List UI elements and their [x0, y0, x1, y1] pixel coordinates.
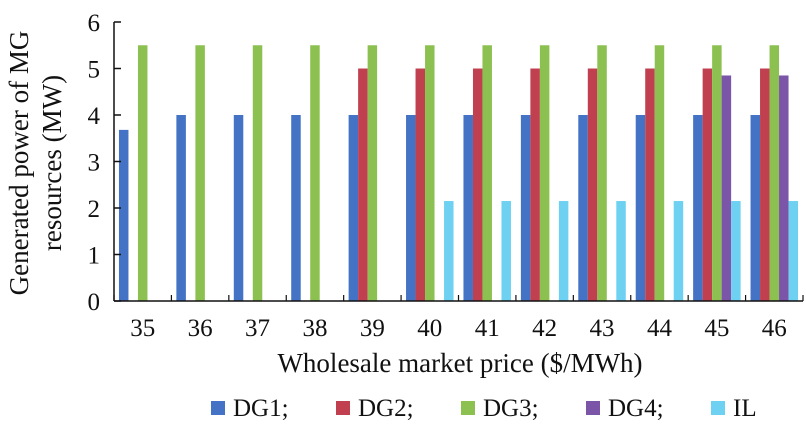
bar-dg1-37 [233, 115, 244, 301]
x-tick-label-38: 38 [302, 315, 327, 342]
legend-swatch-dg1 [211, 401, 225, 415]
legend-label-dg3: DG3; [483, 395, 539, 422]
bar-dg3-44 [654, 45, 665, 301]
x-tick-label-40: 40 [417, 315, 442, 342]
bar-dg1-44 [635, 115, 646, 301]
y-tick-label-1: 1 [88, 243, 101, 270]
legend-swatch-dg3 [461, 401, 475, 415]
bar-dg3-41 [482, 45, 492, 301]
bar-dg3-45 [712, 45, 722, 301]
y-axis-title-line1: Generated power of MG [4, 31, 34, 296]
y-tick-label-0: 0 [88, 289, 101, 316]
bar-dg3-40 [425, 45, 435, 301]
x-tick-label-43: 43 [590, 315, 615, 342]
bar-dg1-38 [291, 115, 301, 301]
legend-label-dg1: DG1; [233, 395, 289, 422]
axes-group [113, 21, 804, 302]
bar-dg2-45 [702, 68, 713, 301]
x-tick-label-42: 42 [532, 315, 557, 342]
x-axis-title: Wholesale market price ($/MWh) [277, 348, 642, 378]
x-tick-label-44: 44 [647, 315, 673, 342]
x-tick-label-46: 46 [762, 315, 787, 342]
bar-dg2-39 [358, 68, 368, 301]
bar-il-40 [444, 201, 454, 301]
bar-dg2-40 [415, 68, 426, 301]
legend-swatch-dg4 [586, 401, 600, 415]
legend-swatch-il [711, 401, 725, 415]
bars-group [118, 45, 799, 301]
bar-dg3-37 [252, 45, 263, 301]
bar-dg2-42 [530, 68, 540, 301]
y-tick-label-3: 3 [88, 150, 101, 177]
bar-dg3-38 [310, 45, 320, 301]
bar-dg2-44 [645, 68, 655, 301]
bar-dg1-43 [578, 115, 588, 301]
legend-label-dg2: DG2; [358, 395, 414, 422]
bar-dg3-39 [367, 45, 378, 301]
bar-il-45 [731, 201, 741, 301]
legend: DG1; DG2; DG3; DG4; IL [211, 395, 757, 422]
x-tick-labels: 35 36 37 38 39 40 41 42 43 44 45 46 [130, 315, 787, 342]
x-tick-label-45: 45 [704, 315, 729, 342]
y-tick-label-5: 5 [88, 57, 101, 84]
bar-il-42 [558, 201, 569, 301]
x-tick-label-37: 37 [245, 315, 270, 342]
legend-label-dg4: DG4; [608, 395, 664, 422]
legend-label-il: IL [733, 395, 757, 422]
x-tick-label-41: 41 [475, 315, 500, 342]
bar-dg1-46 [750, 115, 761, 301]
y-tick-label-6: 6 [88, 10, 101, 37]
bar-dg3-46 [769, 45, 780, 301]
bar-dg3-43 [597, 45, 607, 301]
bar-dg3-36 [195, 45, 205, 301]
y-tick-label-4: 4 [88, 103, 101, 130]
bar-dg2-41 [472, 68, 483, 301]
legend-swatch-dg2 [336, 401, 350, 415]
bar-dg1-42 [520, 115, 531, 301]
bar-dg2-46 [760, 68, 770, 301]
bar-dg1-36 [176, 115, 186, 301]
y-tick-labels: 0 1 2 3 4 5 6 [88, 10, 101, 316]
bar-dg1-40 [406, 115, 416, 301]
bar-dg1-45 [693, 115, 703, 301]
x-tick-label-36: 36 [188, 315, 213, 342]
bar-il-41 [501, 201, 511, 301]
bar-dg1-39 [348, 115, 359, 301]
bar-dg4-46 [779, 75, 789, 301]
bar-dg3-35 [137, 45, 148, 301]
bar-dg1-41 [463, 115, 473, 301]
bar-il-44 [673, 201, 684, 301]
x-tick-label-35: 35 [130, 315, 155, 342]
bar-dg1-35 [118, 129, 129, 301]
bar-dg4-45 [721, 75, 732, 301]
y-tick-label-2: 2 [88, 196, 101, 223]
bar-dg3-42 [539, 45, 550, 301]
bar-il-46 [788, 201, 799, 301]
y-axis-title-line2: resources (MW) [37, 75, 67, 251]
bar-dg2-43 [587, 68, 598, 301]
x-tick-label-39: 39 [360, 315, 385, 342]
bar-il-43 [616, 201, 626, 301]
